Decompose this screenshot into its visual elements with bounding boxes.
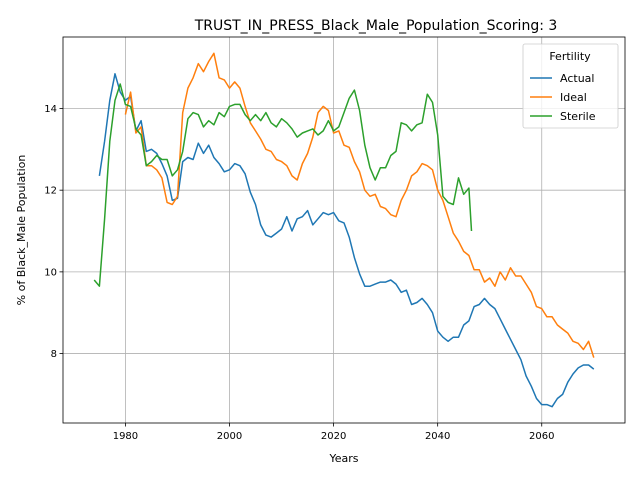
x-axis-ticks: 1980 2000 2020 2040 2060 (113, 423, 554, 442)
series-line-actual (98, 73, 595, 408)
legend: Fertility Actual Ideal Sterile (522, 43, 619, 129)
series-line-ideal (124, 52, 595, 358)
legend-label-actual: Actual (560, 72, 594, 85)
x-tick-label: 2040 (425, 431, 450, 442)
legend-label-ideal: Ideal (560, 91, 587, 104)
x-tick-label: 2060 (529, 431, 554, 442)
y-tick-label: 10 (44, 267, 57, 278)
chart-title: TRUST_IN_PRESS_Black_Male_Population_Sco… (194, 18, 558, 34)
y-axis-label: % of Black_Male Population (15, 155, 28, 306)
x-tick-label: 1980 (113, 431, 138, 442)
y-tick-label: 8 (51, 349, 57, 360)
y-tick-label: 12 (44, 186, 57, 197)
legend-label-sterile: Sterile (560, 110, 596, 123)
series-line-sterile (93, 83, 473, 287)
y-tick-label: 14 (44, 104, 57, 115)
x-tick-label: 2020 (321, 431, 346, 442)
legend-title: Fertility (549, 50, 591, 63)
series-layer (93, 52, 595, 408)
x-axis-label: Years (328, 452, 358, 465)
y-axis-ticks: 8 10 12 14 (44, 104, 63, 360)
x-tick-label: 2000 (217, 431, 242, 442)
legend-box (522, 43, 619, 129)
plot-frame (62, 36, 626, 424)
